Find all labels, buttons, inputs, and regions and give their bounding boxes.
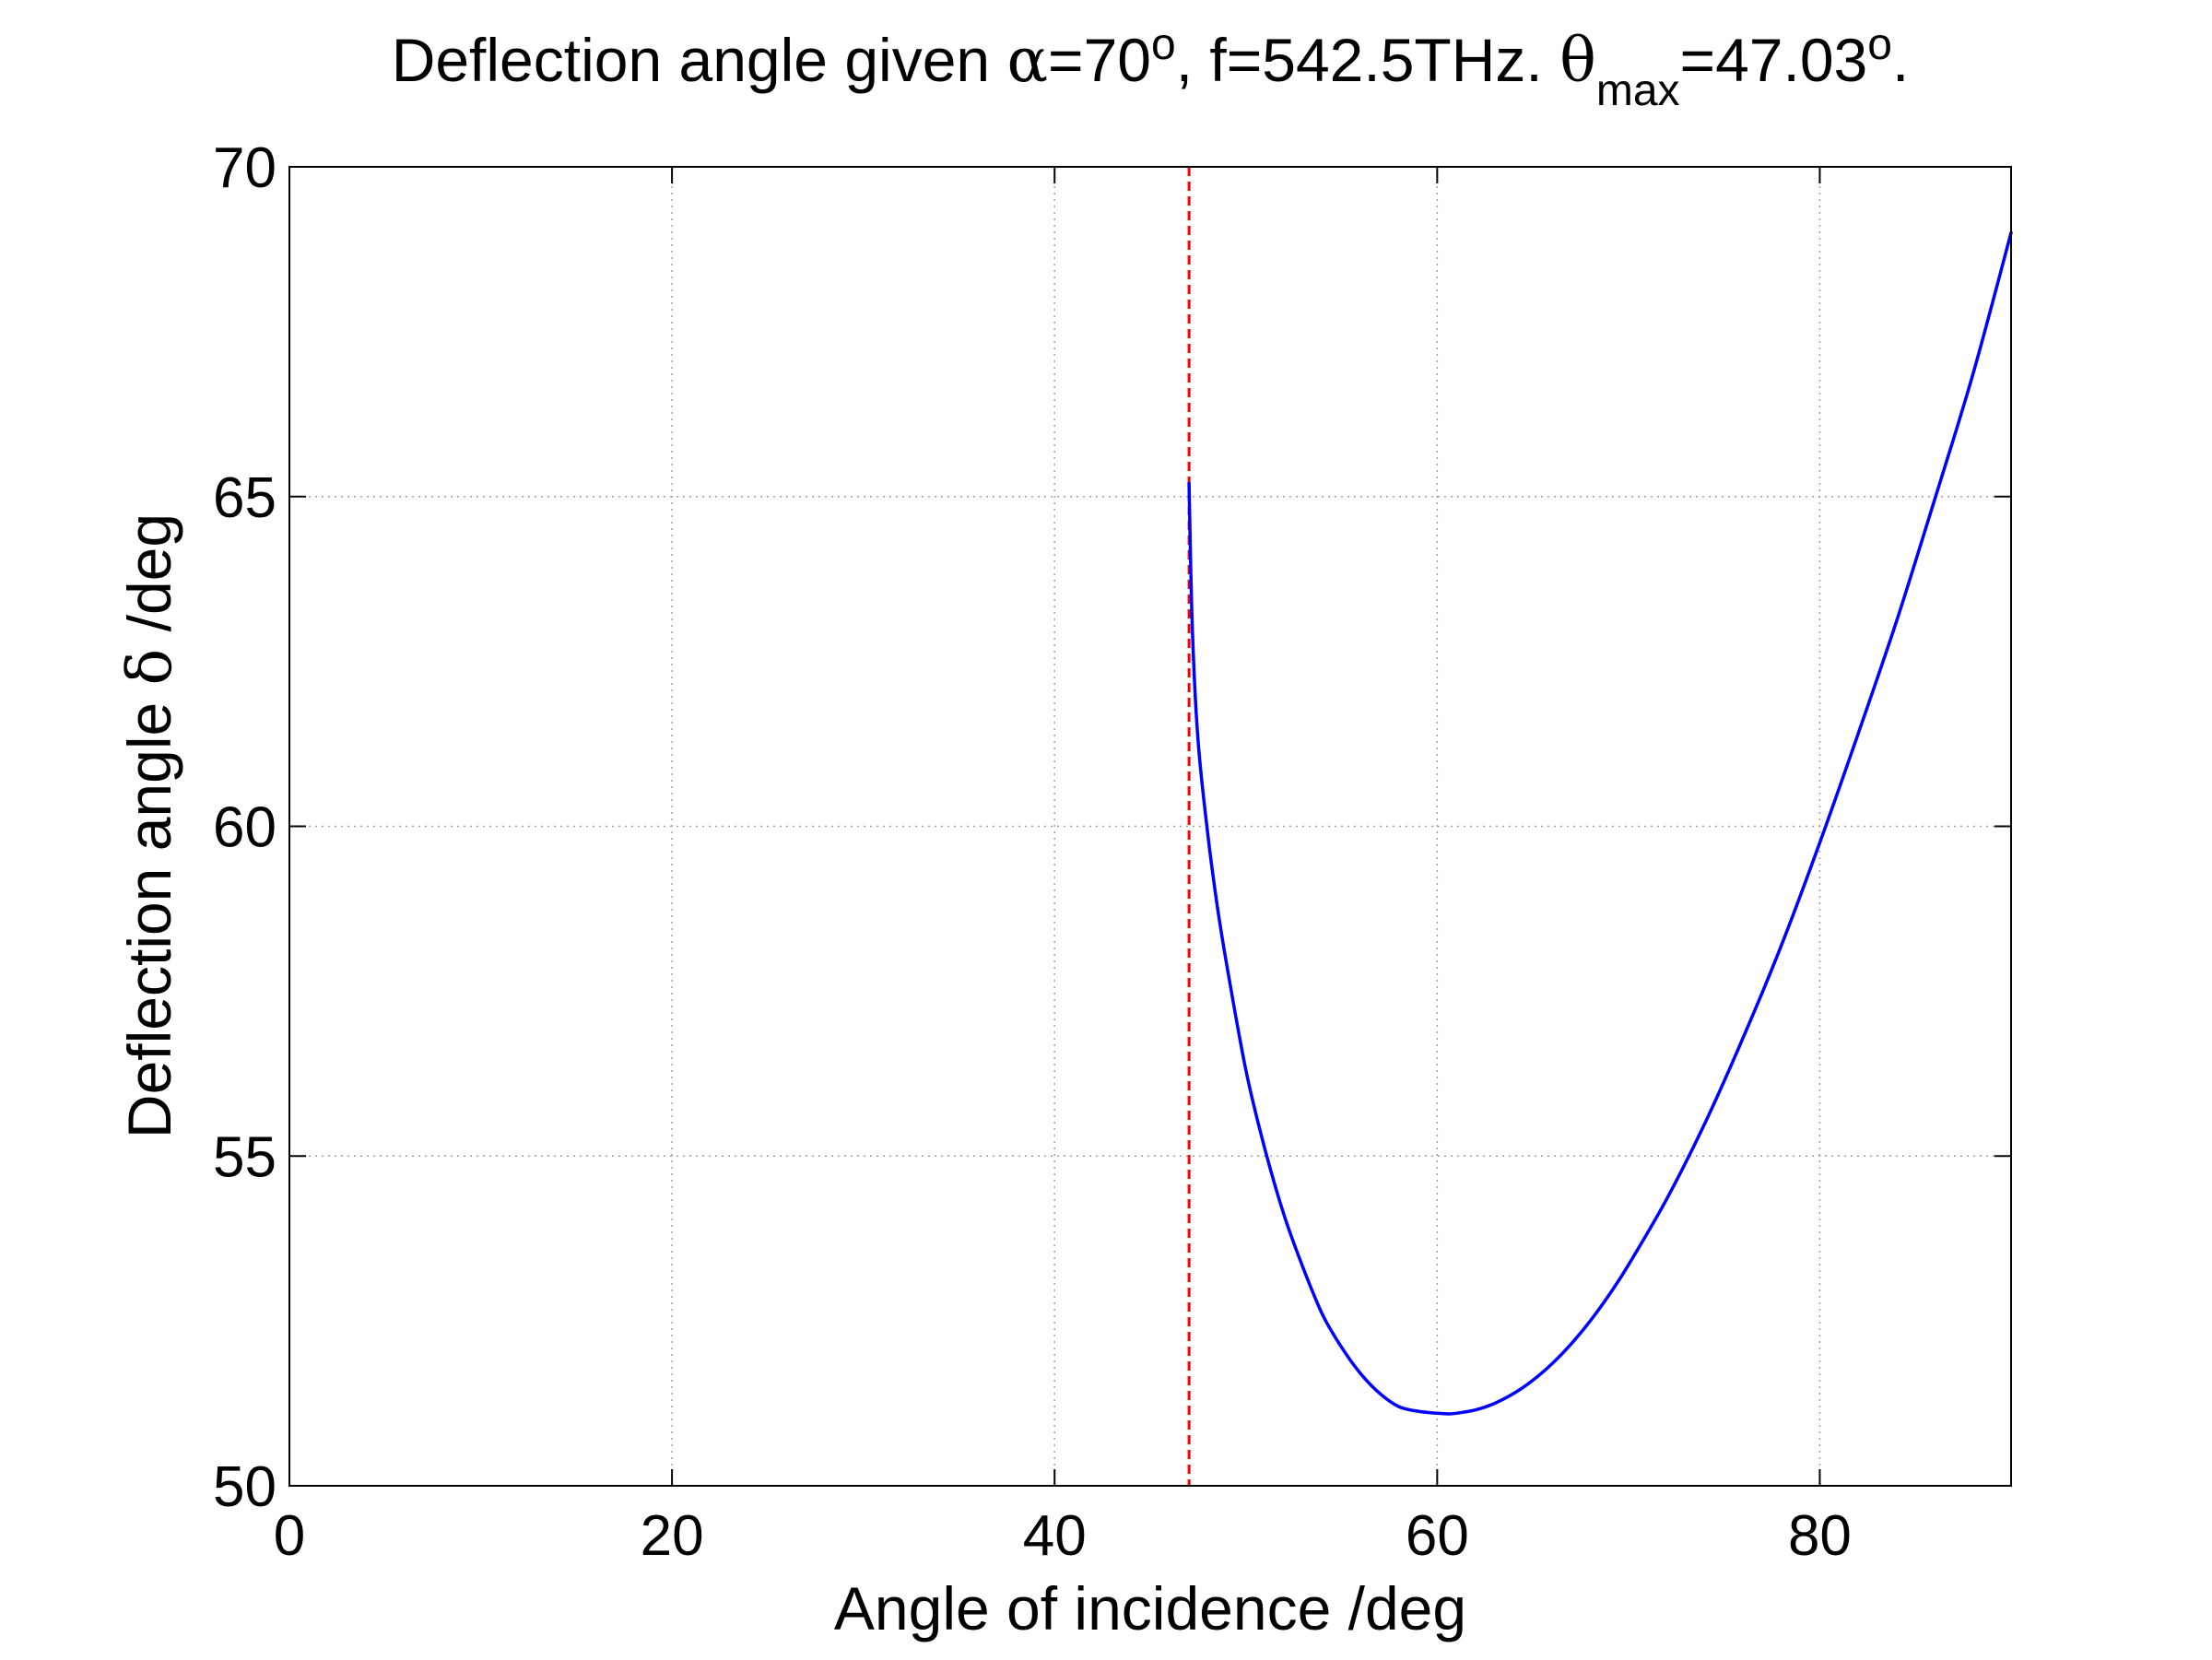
y-tick-label: 60 [213,796,276,860]
x-tick-labels: 0 20 40 60 80 [274,1504,1852,1568]
series-lines [1187,230,2013,1416]
y-tick-label: 65 [213,466,276,530]
x-tick-label: 40 [1023,1504,1087,1568]
x-tick-label: 20 [641,1504,704,1568]
x-axis-label: Angle of incidence /deg [834,1574,1466,1642]
x-tick-label: 80 [1788,1504,1852,1568]
x-tick-label: 0 [274,1504,305,1568]
gridlines [289,167,2011,1486]
axes-frame [288,166,2012,1487]
y-axis-label: Deflection angle δ /deg [114,513,185,1138]
y-tick-label: 50 [213,1455,276,1519]
y-tick-label: 70 [213,136,276,200]
plot-area [289,167,2011,1486]
y-tick-label: 55 [213,1125,276,1189]
chart-title: Deflection angle given α=70o, f=542.5THz… [392,20,1910,115]
x-tick-label: 60 [1406,1504,1469,1568]
y-tick-labels: 50 55 60 65 70 [213,136,276,1519]
deflection-curve [1187,230,2013,1416]
